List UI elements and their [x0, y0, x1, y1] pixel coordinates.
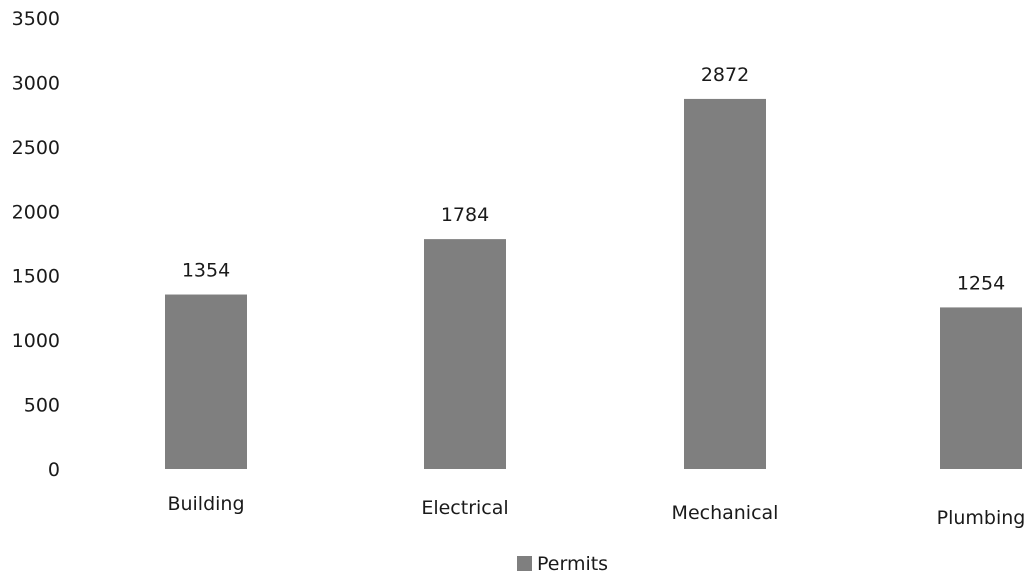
- y-tick-label: 500: [24, 395, 60, 417]
- y-axis: 0 500 1000 1500 2000 2500 3000 3500: [12, 8, 60, 481]
- bar-mechanical: [684, 98, 766, 469]
- data-label-building: 1354: [182, 260, 230, 282]
- data-label-mechanical: 2872: [701, 64, 749, 86]
- x-tick-label-electrical: Electrical: [421, 497, 508, 519]
- x-axis: Building Electrical Mechanical Plumbing: [167, 493, 1025, 529]
- y-tick-label: 0: [48, 459, 60, 481]
- bar-building: [165, 294, 247, 469]
- y-tick-label: 3000: [12, 72, 60, 94]
- y-tick-label: 3500: [12, 8, 60, 30]
- bars: [165, 98, 1022, 469]
- legend: Permits: [517, 553, 608, 575]
- data-label-electrical: 1784: [441, 204, 489, 226]
- y-tick-label: 2500: [12, 137, 60, 159]
- bar-plumbing: [940, 307, 1022, 469]
- data-labels: 1354 1784 2872 1254: [182, 64, 1005, 294]
- x-tick-label-plumbing: Plumbing: [937, 507, 1026, 529]
- data-label-plumbing: 1254: [957, 272, 1005, 294]
- x-tick-label-building: Building: [167, 493, 244, 515]
- y-tick-label: 1000: [12, 330, 60, 352]
- y-tick-label: 2000: [12, 201, 60, 223]
- bar-electrical: [424, 239, 506, 469]
- legend-label-permits: Permits: [537, 553, 608, 575]
- y-tick-label: 1500: [12, 266, 60, 288]
- x-tick-label-mechanical: Mechanical: [672, 502, 779, 524]
- legend-swatch-permits: [517, 556, 532, 571]
